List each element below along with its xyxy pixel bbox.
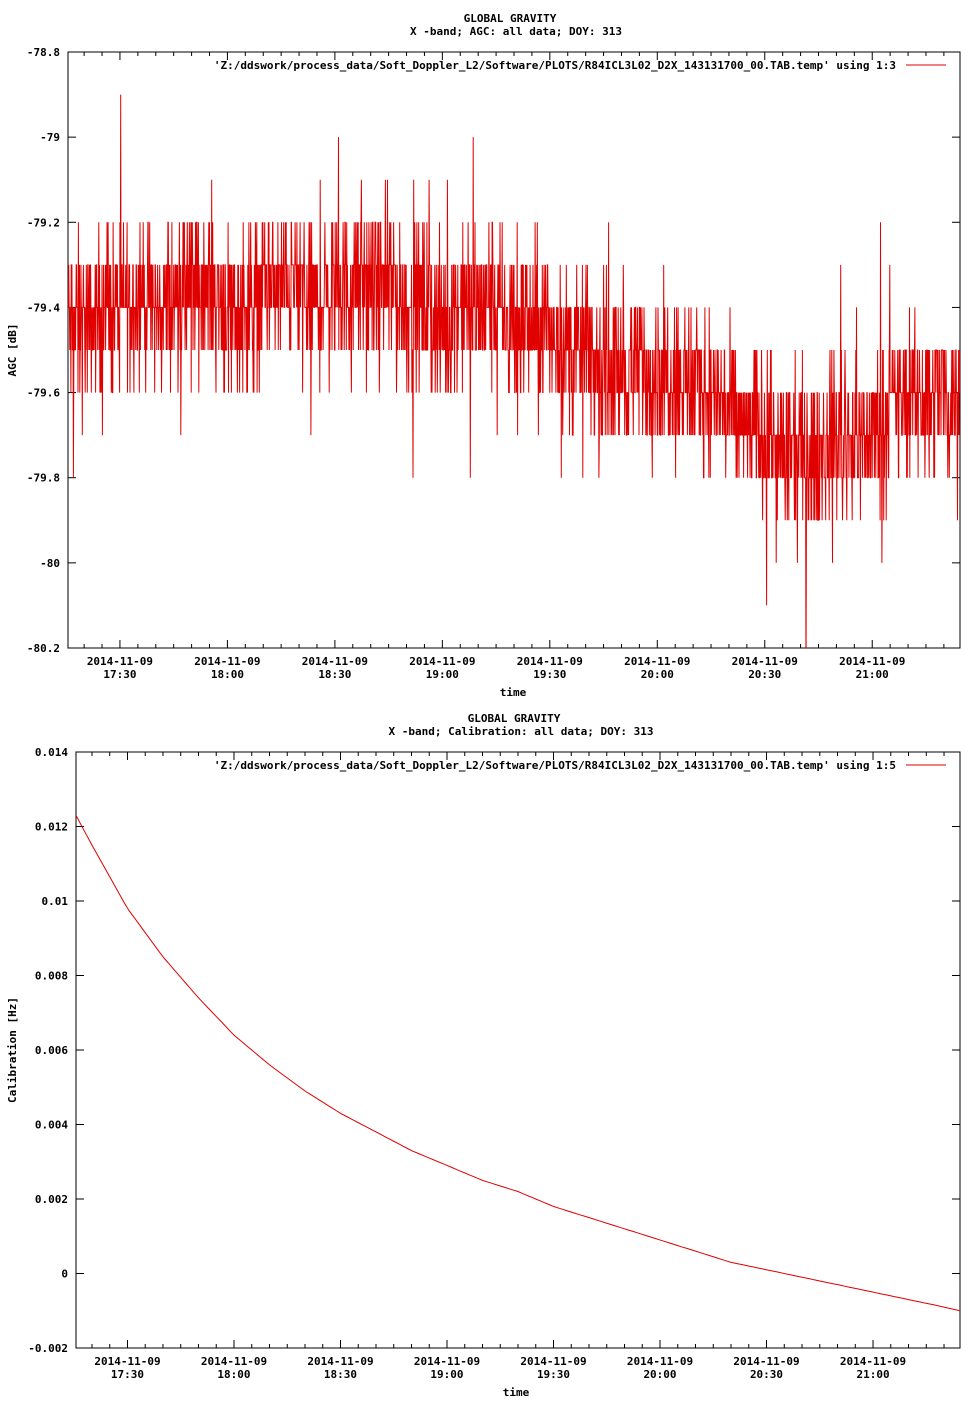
chart1-ylabel: AGC [dB] bbox=[6, 324, 19, 377]
chart1-xtick-time: 17:30 bbox=[103, 668, 136, 681]
chart2-ytick-label: 0.004 bbox=[35, 1119, 68, 1132]
chart2-xtick-date: 2014-11-09 bbox=[733, 1355, 799, 1368]
chart2-xtick-time: 19:30 bbox=[537, 1368, 570, 1381]
chart2-plot-frame bbox=[75, 751, 961, 1349]
chart-marks: -78.8 -79 -79.2 -79.4 -79.6 -79.8 -80 -80.2 2014… bbox=[27, 46, 961, 1381]
chart2-series-line bbox=[76, 815, 960, 1312]
chart2-xtick-time: 18:00 bbox=[217, 1368, 250, 1381]
chart2-ytick-label: -0.002 bbox=[28, 1342, 68, 1355]
chart2-ytick-label: 0.006 bbox=[35, 1044, 68, 1057]
chart1-series-line bbox=[68, 94, 960, 648]
chart2-xtick-time: 20:30 bbox=[750, 1368, 783, 1381]
chart1-xtick-date: 2014-11-09 bbox=[194, 655, 260, 668]
chart1-ytick-label: -79.6 bbox=[27, 387, 60, 400]
chart1-xtick-time: 18:00 bbox=[211, 668, 244, 681]
chart2-xtick-date: 2014-11-09 bbox=[840, 1355, 906, 1368]
chart1-ytick-label: -79.8 bbox=[27, 472, 60, 485]
chart2-ytick-label: 0.014 bbox=[35, 746, 68, 759]
chart1-title: GLOBAL GRAVITY bbox=[464, 12, 557, 25]
chart2-xtick-date: 2014-11-09 bbox=[201, 1355, 267, 1368]
chart1-xtick-time: 20:30 bbox=[748, 668, 781, 681]
chart1-xtick-date: 2014-11-09 bbox=[839, 655, 905, 668]
chart1-xtick-date: 2014-11-09 bbox=[517, 655, 583, 668]
chart2-xtick-time: 21:00 bbox=[856, 1368, 889, 1381]
chart2-ylabel: Calibration [Hz] bbox=[6, 997, 19, 1103]
chart1-ytick-label: -80 bbox=[40, 557, 60, 570]
chart2-ytick-label: 0.008 bbox=[35, 970, 68, 983]
chart2-xtick-time: 18:30 bbox=[324, 1368, 357, 1381]
chart1-ytick-label: -80.2 bbox=[27, 642, 60, 655]
chart1-xtick-time: 21:00 bbox=[856, 668, 889, 681]
chart2-xtick-time: 19:00 bbox=[430, 1368, 463, 1381]
chart1-xtick-date: 2014-11-09 bbox=[732, 655, 798, 668]
chart2-ytick-label: 0 bbox=[61, 1268, 68, 1281]
chart1-xlabel: time bbox=[500, 686, 527, 699]
chart2-xtick-time: 20:00 bbox=[643, 1368, 676, 1381]
chart2-xtick-time: 17:30 bbox=[111, 1368, 144, 1381]
chart1-subtitle: X -band; AGC: all data; DOY: 313 bbox=[410, 25, 622, 38]
chart1-xtick-date: 2014-11-09 bbox=[302, 655, 368, 668]
chart1-xtick-date: 2014-11-09 bbox=[409, 655, 475, 668]
chart1-xtick-time: 20:00 bbox=[641, 668, 674, 681]
chart2-xtick-date: 2014-11-09 bbox=[414, 1355, 480, 1368]
chart2-xtick-date: 2014-11-09 bbox=[520, 1355, 586, 1368]
chart1-xtick-time: 18:30 bbox=[318, 668, 351, 681]
chart1-ytick-label: -78.8 bbox=[27, 46, 60, 59]
chart1-ytick-label: -79.2 bbox=[27, 216, 60, 229]
chart2-ytick-label: 0.012 bbox=[35, 821, 68, 834]
chart2-xlabel: time bbox=[503, 1386, 530, 1399]
chart1-ytick-label: -79.4 bbox=[27, 301, 60, 314]
chart2-xtick-date: 2014-11-09 bbox=[94, 1355, 160, 1368]
chart2-legend-label: 'Z:/ddswork/process_data/Soft_Doppler_L2… bbox=[214, 759, 896, 772]
chart2-title: GLOBAL GRAVITY bbox=[468, 712, 561, 725]
chart1-xtick-time: 19:30 bbox=[533, 668, 566, 681]
chart2-subtitle: X -band; Calibration: all data; DOY: 313 bbox=[389, 725, 654, 738]
chart2-ytick-label: 0.01 bbox=[42, 895, 69, 908]
chart2-xtick-date: 2014-11-09 bbox=[307, 1355, 373, 1368]
chart1-xtick-date: 2014-11-09 bbox=[87, 655, 153, 668]
chart1-legend-label: 'Z:/ddswork/process_data/Soft_Doppler_L2… bbox=[214, 59, 896, 72]
chart1-ytick-label: -79 bbox=[40, 131, 60, 144]
chart2-xtick-date: 2014-11-09 bbox=[627, 1355, 693, 1368]
chart1-xtick-date: 2014-11-09 bbox=[624, 655, 690, 668]
chart2-ytick-label: 0.002 bbox=[35, 1193, 68, 1206]
chart1-xtick-time: 19:00 bbox=[426, 668, 459, 681]
